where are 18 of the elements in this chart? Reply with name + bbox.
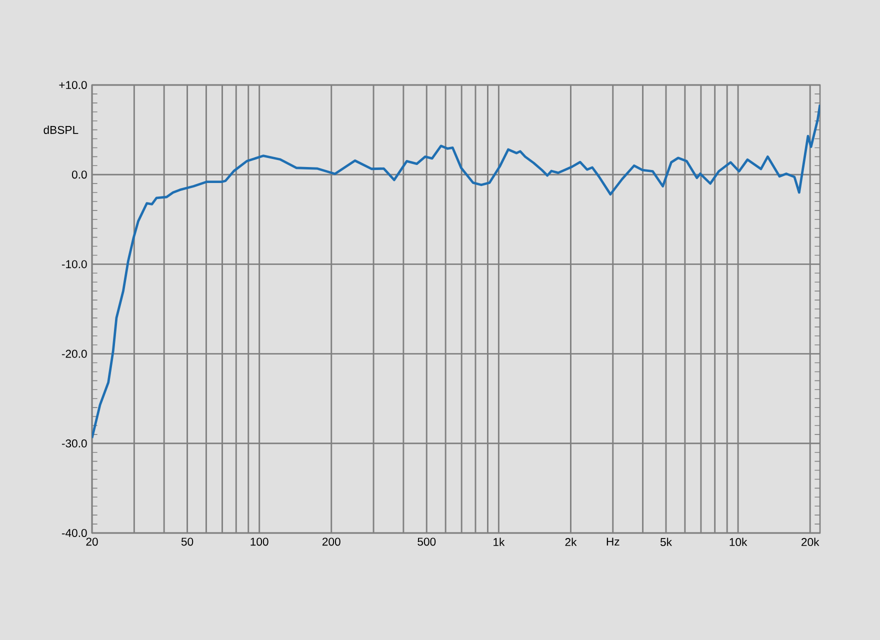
- x-tick-label: 100: [250, 538, 268, 546]
- y-tick-label: -30.0: [62, 439, 87, 448]
- y-axis-title: dBSPL: [44, 126, 78, 134]
- x-tick-label: 20: [86, 538, 98, 546]
- x-tick-label: 500: [418, 538, 436, 546]
- y-tick-label: +10.0: [59, 80, 87, 90]
- x-tick-label: 1k: [494, 538, 505, 546]
- x-tick-label: 2k: [565, 538, 577, 546]
- y-tick-label: -20.0: [62, 350, 87, 358]
- x-tick-label: 5k: [660, 538, 672, 546]
- x-tick-label: Hz: [606, 538, 620, 546]
- y-tick-label: 0.0: [72, 170, 87, 179]
- x-tick-label: 10k: [730, 538, 748, 546]
- y-tick-label: -10.0: [62, 260, 87, 268]
- x-tick-label: 200: [322, 538, 340, 546]
- y-tick-label: -40.0: [62, 528, 87, 538]
- x-tick-label: 20k: [802, 538, 820, 546]
- x-tick-label: 50: [181, 538, 194, 546]
